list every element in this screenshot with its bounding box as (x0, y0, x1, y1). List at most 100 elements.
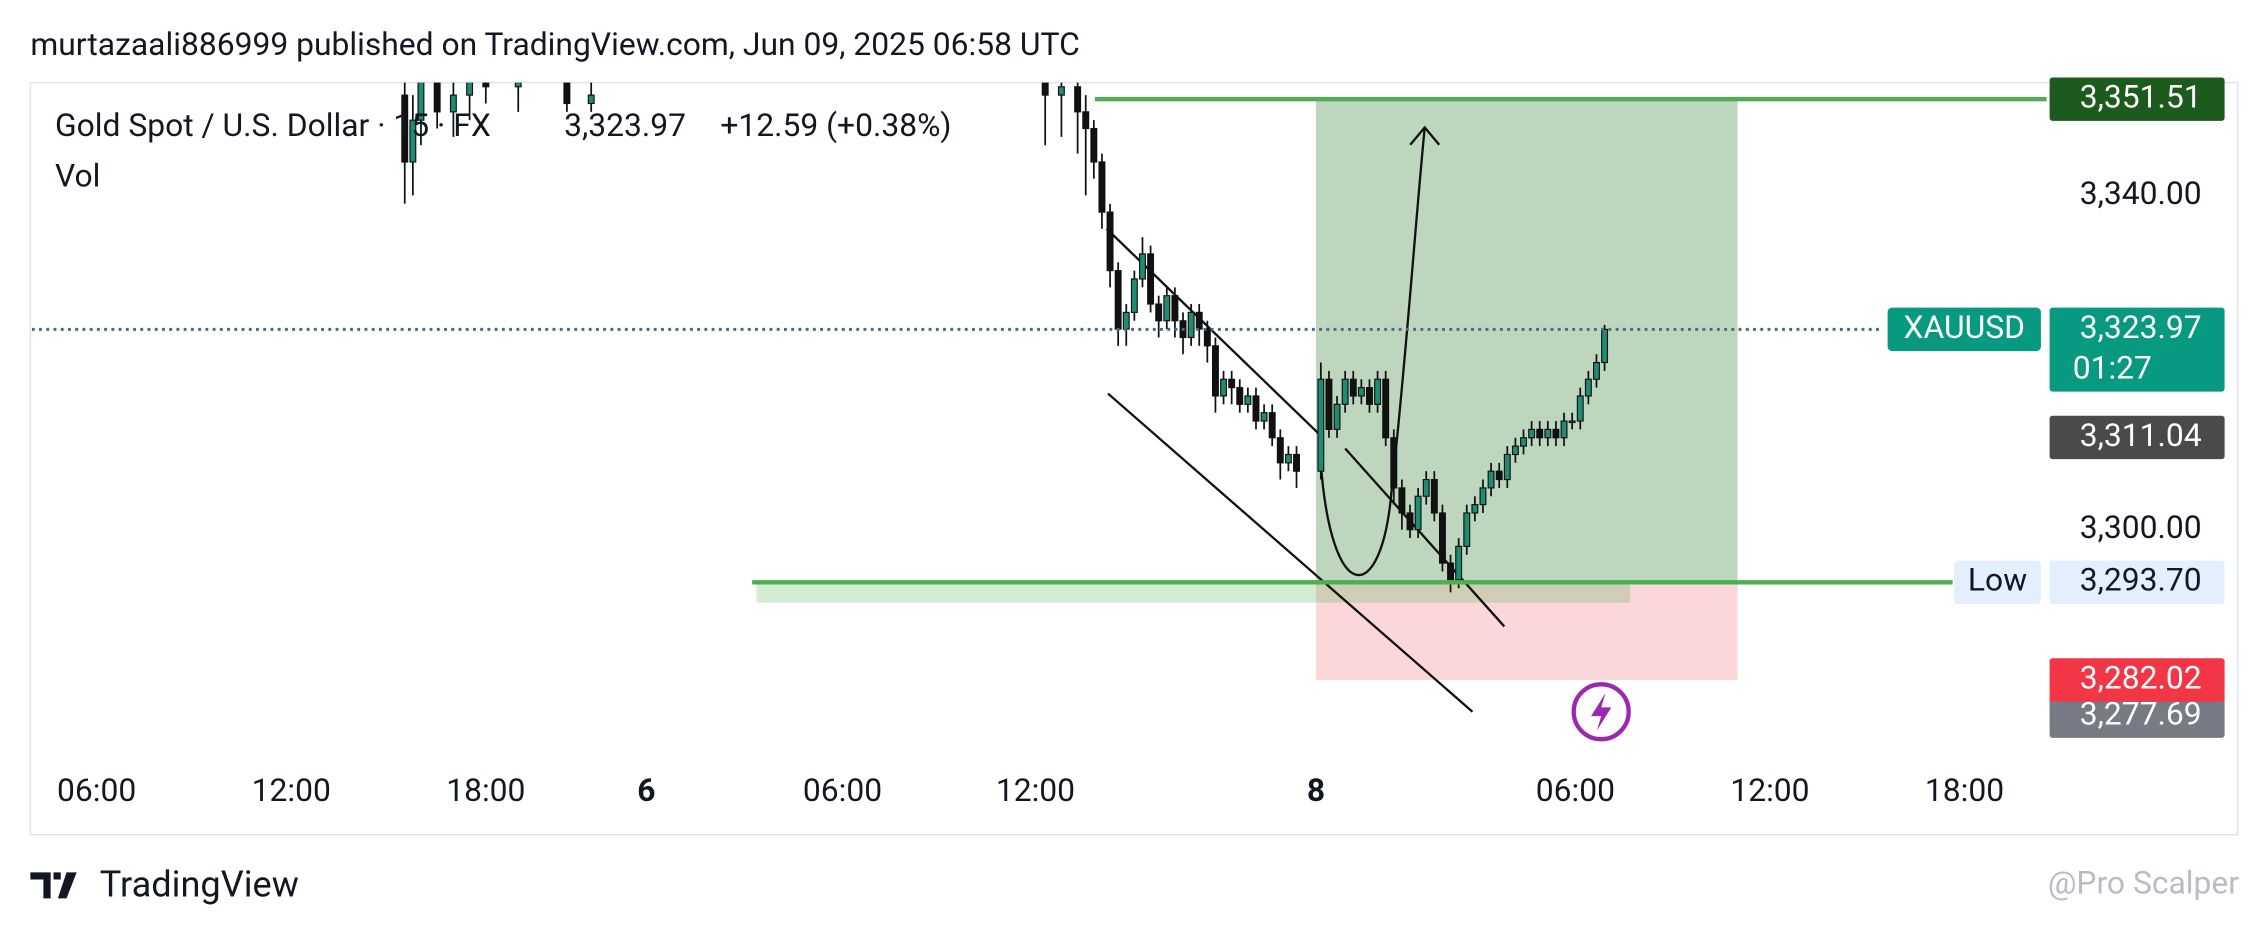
candle-body (1601, 328, 1609, 364)
candle-body (1139, 253, 1146, 280)
candle-body (1430, 478, 1438, 514)
candle-body (1382, 378, 1390, 439)
x-tick-label: 12:00 (252, 771, 331, 809)
candle-body (1422, 478, 1430, 497)
x-tick-label: 06:00 (803, 771, 882, 809)
symbol-tag: XAUUSD (1904, 308, 2025, 346)
candle-body (1374, 378, 1382, 405)
candle-body (1211, 345, 1219, 397)
candle-body (1349, 378, 1357, 397)
candle-body (1260, 412, 1268, 422)
candle-body (1203, 328, 1211, 347)
candle-body (1487, 470, 1495, 489)
brand: TradingView (100, 862, 299, 905)
trendline (1105, 227, 1320, 435)
x-tick-label: 8 (1307, 771, 1325, 809)
candle-body (1495, 470, 1503, 481)
candle-body (433, 82, 441, 113)
candle-body (1511, 445, 1519, 456)
price-label: 3,323.97 (2080, 308, 2202, 346)
candle-body (417, 82, 425, 121)
event-bolt (1591, 692, 1612, 731)
tv-logo (30, 872, 77, 899)
candle-body (1520, 437, 1527, 447)
candle-body (1228, 378, 1236, 389)
candle-body (409, 119, 417, 163)
candle-body (1122, 311, 1130, 330)
candle-body (1366, 387, 1373, 405)
overlay: Gold Spot / U.S. Dollar · 15 · FX 3,323.9… (55, 77, 2225, 809)
candle-body (1406, 512, 1414, 531)
price-label-bg (2049, 560, 2225, 605)
price-label: 3,311.04 (2080, 416, 2202, 454)
candle-body (1560, 420, 1568, 439)
price-label-bg (2049, 415, 2225, 460)
candle-body (1252, 395, 1260, 422)
candle-body (1552, 428, 1560, 439)
price-change: +12.59 (+0.38%) (720, 106, 951, 144)
symbol-tag-bg (1887, 307, 2041, 352)
candle-body (1276, 437, 1284, 464)
target-zone (1315, 99, 1738, 583)
candle-body (1220, 378, 1228, 397)
candle-body (449, 94, 457, 113)
candle-body (1503, 453, 1511, 481)
trendline (1344, 447, 1506, 628)
candle-body (1568, 420, 1576, 424)
y-tick-label: 3,300.00 (2080, 508, 2202, 546)
candle-body (1098, 161, 1106, 213)
candle-body (1317, 378, 1325, 472)
price-label-bg (2049, 658, 2225, 702)
x-tick-label: 06:00 (1536, 771, 1615, 809)
symbol-tag: Low (1968, 561, 2027, 599)
x-tick-label: 06:00 (57, 771, 136, 809)
candle-body (1414, 495, 1422, 531)
candle-body (1357, 387, 1365, 397)
candle-body (1438, 512, 1446, 564)
last-price: 3,323.97 (564, 106, 686, 144)
candle-body (1447, 562, 1455, 581)
candle-body (466, 82, 474, 96)
price-label-bg (2049, 694, 2225, 738)
candle-body (1244, 395, 1252, 405)
candle-body (1333, 403, 1341, 430)
candle-body (1114, 270, 1122, 330)
support-band (756, 582, 1631, 603)
candle-body (1544, 428, 1552, 439)
x-tick-label: 12:00 (1730, 771, 1809, 809)
symbol-title: Gold Spot / U.S. Dollar · 15 · FX (55, 106, 491, 144)
x-tick-label: 12:00 (996, 771, 1075, 809)
candle-body (1528, 428, 1536, 439)
candle-body (1536, 428, 1544, 439)
candle-body (1471, 504, 1479, 514)
candle-body (1163, 295, 1171, 322)
candle-body (1074, 86, 1082, 113)
publish-info: murtazaali886999 published on TradingVie… (30, 25, 1079, 63)
candle-body (1082, 111, 1090, 130)
x-tick-label: 18:00 (1925, 771, 2004, 809)
candle-body (1187, 311, 1195, 339)
candle-body (1293, 453, 1300, 472)
price-label: 3,351.51 (2080, 78, 2202, 116)
arrow-head (1409, 125, 1441, 146)
price-label-bg (2049, 77, 2225, 121)
candle-body (1325, 378, 1333, 430)
candle-body (1455, 545, 1463, 581)
price-label-bg (2049, 307, 2225, 392)
candle-body (1479, 487, 1487, 506)
candle-body (1268, 412, 1276, 439)
x-tick-label: 18:00 (446, 771, 525, 809)
stop-zone (1315, 582, 1738, 680)
candle-body (1341, 378, 1349, 405)
candle-body (1155, 303, 1163, 322)
candle-body (587, 94, 595, 105)
x-tick-label: 6 (637, 771, 655, 809)
candle-body (1284, 453, 1292, 464)
candle-body (563, 82, 571, 105)
candle-body (1463, 512, 1471, 547)
candle-body (1171, 295, 1179, 322)
trendline (1107, 392, 1474, 713)
price-label: 3,282.02 (2080, 658, 2202, 696)
candle-body (1236, 387, 1244, 405)
